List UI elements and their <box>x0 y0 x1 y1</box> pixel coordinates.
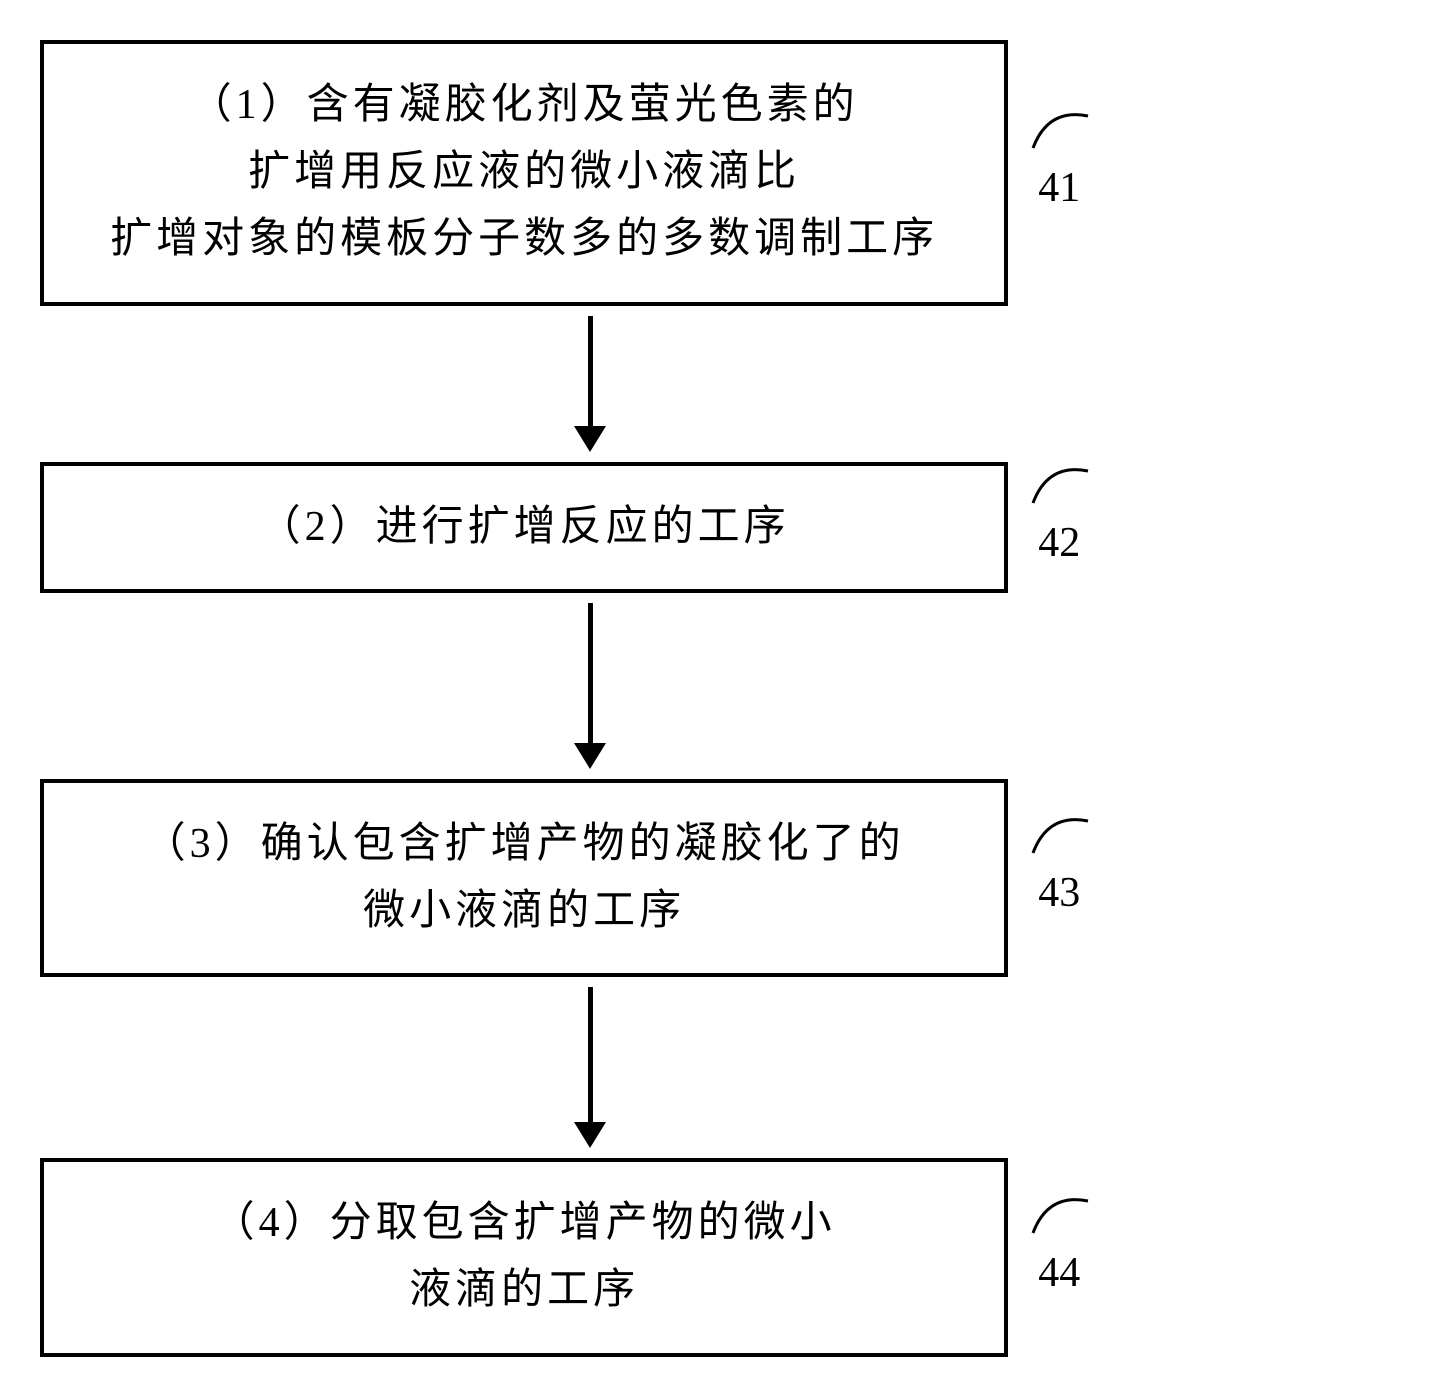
step-label-42: 42 <box>1038 473 1140 582</box>
step-text-line: 扩增对象的模板分子数多的多数调制工序 <box>84 206 964 273</box>
arrow-line <box>588 603 593 743</box>
arrow-head-icon <box>574 1122 606 1148</box>
step-row-2: （2）进行扩增反应的工序 42 <box>40 462 1140 593</box>
step-label-number: 42 <box>1038 520 1080 566</box>
step-row-4: （4）分取包含扩增产物的微小液滴的工序 44 <box>40 1158 1140 1356</box>
arrow-1 <box>105 306 1075 462</box>
step-text-line: （4）分取包含扩增产物的微小 <box>84 1190 964 1257</box>
arrow-line <box>588 987 593 1122</box>
step-label-43: 43 <box>1038 823 1140 932</box>
step-text-line: 液滴的工序 <box>84 1257 964 1324</box>
step-box-4: （4）分取包含扩增产物的微小液滴的工序 <box>40 1158 1008 1356</box>
arrow-head-icon <box>574 426 606 452</box>
step-box-3: （3）确认包含扩增产物的凝胶化了的微小液滴的工序 <box>40 779 1008 977</box>
step-text-line: （2）进行扩增反应的工序 <box>84 494 964 561</box>
label-curve-icon <box>1038 473 1098 523</box>
step-label-number: 43 <box>1038 870 1080 916</box>
step-label-41: 41 <box>1038 118 1140 227</box>
arrow-shape <box>574 316 606 452</box>
arrow-shape <box>574 987 606 1148</box>
step-row-1: （1）含有凝胶化剂及萤光色素的扩增用反应液的微小液滴比扩增对象的模板分子数多的多… <box>40 40 1140 306</box>
step-text-line: 扩增用反应液的微小液滴比 <box>84 139 964 206</box>
label-curve-icon <box>1038 823 1098 873</box>
step-box-2: （2）进行扩增反应的工序 <box>40 462 1008 593</box>
step-text-line: （3）确认包含扩增产物的凝胶化了的 <box>84 811 964 878</box>
arrow-line <box>588 316 593 426</box>
arrow-head-icon <box>574 743 606 769</box>
step-label-44: 44 <box>1038 1203 1140 1312</box>
arrow-shape <box>574 603 606 769</box>
step-text-line: 微小液滴的工序 <box>84 878 964 945</box>
arrow-2 <box>105 593 1075 779</box>
label-curve-icon <box>1038 1203 1098 1253</box>
flowchart-container: （1）含有凝胶化剂及萤光色素的扩增用反应液的微小液滴比扩增对象的模板分子数多的多… <box>40 40 1140 1357</box>
arrow-3 <box>105 977 1075 1158</box>
step-box-1: （1）含有凝胶化剂及萤光色素的扩增用反应液的微小液滴比扩增对象的模板分子数多的多… <box>40 40 1008 306</box>
step-text-line: （1）含有凝胶化剂及萤光色素的 <box>84 72 964 139</box>
label-curve-icon <box>1038 118 1098 168</box>
step-label-number: 41 <box>1038 165 1080 211</box>
step-label-number: 44 <box>1038 1250 1080 1296</box>
step-row-3: （3）确认包含扩增产物的凝胶化了的微小液滴的工序 43 <box>40 779 1140 977</box>
